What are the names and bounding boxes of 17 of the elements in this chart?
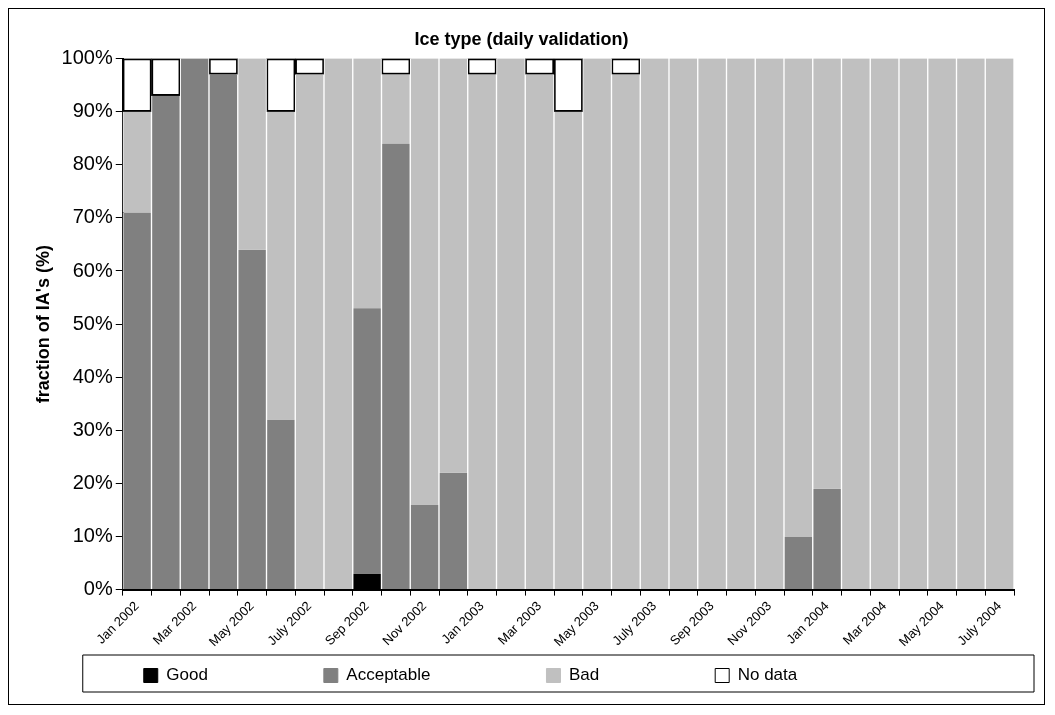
y-tick-label: 30% xyxy=(72,417,113,440)
y-tick-label: 20% xyxy=(72,470,113,493)
y-tick-label: 90% xyxy=(72,99,113,122)
y-tick-label: 70% xyxy=(72,205,113,228)
legend-label: Good xyxy=(166,665,310,685)
y-tick-label: 40% xyxy=(72,364,113,387)
y-tick-label: 60% xyxy=(72,258,113,281)
y-tick-label: 100% xyxy=(61,46,113,69)
legend-label: No data xyxy=(737,665,900,685)
y-tick-label: 10% xyxy=(72,524,113,547)
legend-label: Bad xyxy=(568,665,702,685)
y-tick-label: 0% xyxy=(83,577,113,600)
y-axis-title: fraction of IA's (%) xyxy=(32,244,53,404)
y-tick-label: 80% xyxy=(72,152,113,175)
legend-label: Acceptable xyxy=(346,665,533,685)
y-tick-label: 50% xyxy=(72,311,113,334)
chart-title: Ice type (daily validation) xyxy=(414,28,629,49)
